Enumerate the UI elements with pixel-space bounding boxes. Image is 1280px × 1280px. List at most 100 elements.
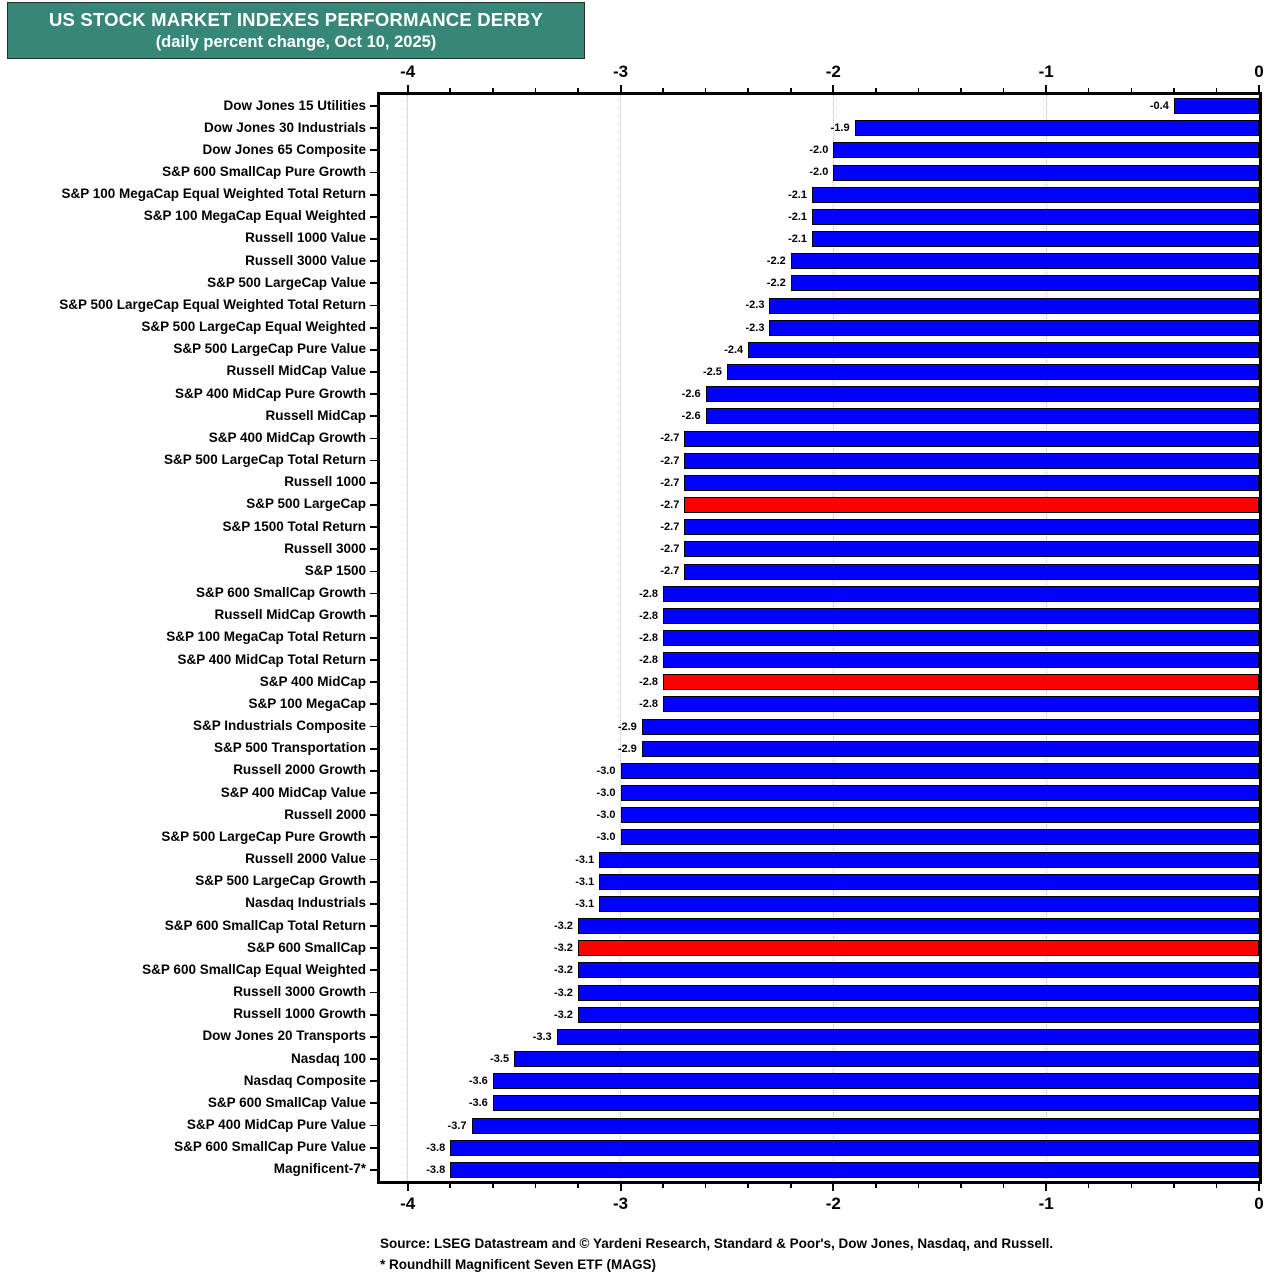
- chart-title: US STOCK MARKET INDEXES PERFORMANCE DERB…: [48, 9, 544, 30]
- bar: [620, 785, 1259, 802]
- bar-value-label: -2.8: [639, 676, 659, 689]
- category-label: S&P 500 LargeCap Value: [207, 274, 366, 290]
- category-label: S&P 100 MegaCap Equal Weighted: [143, 208, 366, 224]
- category-tick: [370, 127, 377, 130]
- category-tick: [370, 260, 377, 263]
- category-label: S&P 500 LargeCap Pure Growth: [161, 828, 366, 844]
- category-tick: [370, 105, 377, 107]
- bar-value-label: -3.2: [553, 942, 573, 955]
- category-tick: [370, 792, 377, 794]
- bar-value-label: -2.5: [702, 365, 722, 378]
- bar-value-label: -2.7: [660, 543, 680, 556]
- x-axis-tick-top: [492, 88, 494, 92]
- bar: [577, 1006, 1259, 1023]
- bar: [450, 1161, 1259, 1178]
- bar: [620, 807, 1259, 824]
- category-label: Dow Jones 30 Industrials: [203, 119, 366, 135]
- category-label: S&P 400 MidCap: [259, 673, 366, 689]
- bar: [854, 120, 1259, 137]
- x-axis-label-bottom: -3: [612, 1194, 629, 1213]
- category-tick: [370, 681, 377, 684]
- x-axis-tick-bottom: [1215, 1184, 1218, 1188]
- x-axis-label-bottom: 0: [1254, 1194, 1264, 1213]
- category-label: Russell 2000 Growth: [233, 762, 366, 778]
- chart-footer: Source: LSEG Datastream and © Yardeni Re…: [380, 1233, 1053, 1275]
- bar: [599, 895, 1259, 912]
- x-axis-tick-bottom: [1173, 1184, 1175, 1188]
- x-axis-label-top: 0: [1254, 62, 1264, 81]
- category-label: S&P 500 LargeCap: [246, 496, 366, 512]
- bar: [577, 940, 1259, 957]
- category-tick: [370, 171, 377, 174]
- category-label: S&P 100 MegaCap Total Return: [166, 629, 366, 645]
- x-axis-tick-bottom: [747, 1184, 749, 1188]
- x-axis-tick-bottom: [577, 1184, 579, 1188]
- category-label: S&P 400 MidCap Pure Growth: [174, 385, 366, 401]
- bar-value-label: -3.8: [426, 1141, 446, 1154]
- category-label: Dow Jones 20 Transports: [202, 1028, 366, 1044]
- x-axis-label-bottom: -2: [825, 1194, 841, 1213]
- x-axis-tick-bottom: [1045, 1184, 1048, 1191]
- x-axis-tick-top: [1087, 88, 1090, 92]
- bar: [833, 164, 1259, 181]
- category-tick: [370, 282, 377, 285]
- bar: [450, 1139, 1259, 1156]
- category-label: S&P 400 MidCap Pure Value: [186, 1117, 366, 1132]
- x-axis-tick-top: [960, 88, 962, 92]
- category-tick: [370, 504, 377, 506]
- x-axis-tick-bottom: [790, 1184, 792, 1188]
- bar-value-label: -3.1: [575, 897, 595, 910]
- bar-value-label: -2.7: [660, 521, 680, 534]
- category-tick: [370, 991, 377, 994]
- bar: [684, 563, 1259, 580]
- x-axis-tick-top: [704, 88, 707, 92]
- category-label: S&P 600 SmallCap Pure Growth: [162, 163, 366, 179]
- bar-value-label: -3.0: [596, 764, 616, 777]
- bar-value-label: -2.7: [660, 565, 680, 578]
- x-axis-tick-bottom: [1002, 1184, 1005, 1188]
- x-axis-tick-top: [1173, 88, 1175, 92]
- bar-value-label: -3.8: [426, 1163, 446, 1176]
- category-label: Magnificent-7*: [273, 1161, 366, 1177]
- category-label: S&P 500 LargeCap Growth: [195, 873, 366, 889]
- bar-value-label: -3.3: [532, 1030, 552, 1043]
- bar: [577, 984, 1259, 1001]
- bar: [663, 607, 1259, 624]
- category-label: S&P 500 LargeCap Equal Weighted Total Re…: [59, 296, 366, 312]
- bar-value-label: -2.4: [724, 343, 744, 356]
- x-axis-tick-top: [577, 88, 579, 92]
- bar-value-label: -3.0: [596, 831, 616, 844]
- category-label: S&P 600 SmallCap Total Return: [164, 917, 366, 933]
- bar-value-label: -2.0: [809, 166, 829, 179]
- bar-value-label: -3.7: [447, 1119, 467, 1132]
- category-label: S&P 1500: [304, 562, 366, 578]
- bar: [684, 430, 1259, 447]
- x-axis-tick-bottom: [960, 1184, 962, 1188]
- category-label: Russell MidCap Growth: [214, 607, 366, 623]
- x-axis-tick-bottom: [832, 1184, 835, 1191]
- category-label: S&P 600 SmallCap Equal Weighted: [142, 961, 366, 977]
- x-axis-tick-top: [534, 88, 537, 92]
- x-axis-tick-bottom: [704, 1184, 707, 1188]
- bar: [663, 696, 1259, 713]
- bar: [812, 208, 1259, 225]
- category-tick: [370, 1013, 377, 1016]
- x-axis-tick-top: [747, 88, 749, 92]
- category-tick: [370, 947, 377, 950]
- category-label: Russell MidCap Value: [226, 363, 366, 379]
- x-axis-tick-bottom: [875, 1184, 877, 1188]
- category-tick: [370, 814, 377, 817]
- category-tick: [370, 614, 377, 617]
- bar: [769, 297, 1259, 314]
- bar-value-label: -2.8: [639, 587, 659, 600]
- category-tick: [370, 371, 377, 373]
- bar-value-label: -3.5: [490, 1053, 510, 1066]
- category-label: S&P 500 LargeCap Pure Value: [173, 341, 366, 357]
- bar-value-label: -3.2: [553, 920, 573, 933]
- bar: [769, 319, 1259, 336]
- category-tick: [370, 1080, 377, 1083]
- bar: [599, 873, 1259, 890]
- bar: [684, 541, 1259, 558]
- bar-value-label: -2.8: [639, 654, 659, 667]
- category-label: S&P 400 MidCap Growth: [208, 429, 366, 445]
